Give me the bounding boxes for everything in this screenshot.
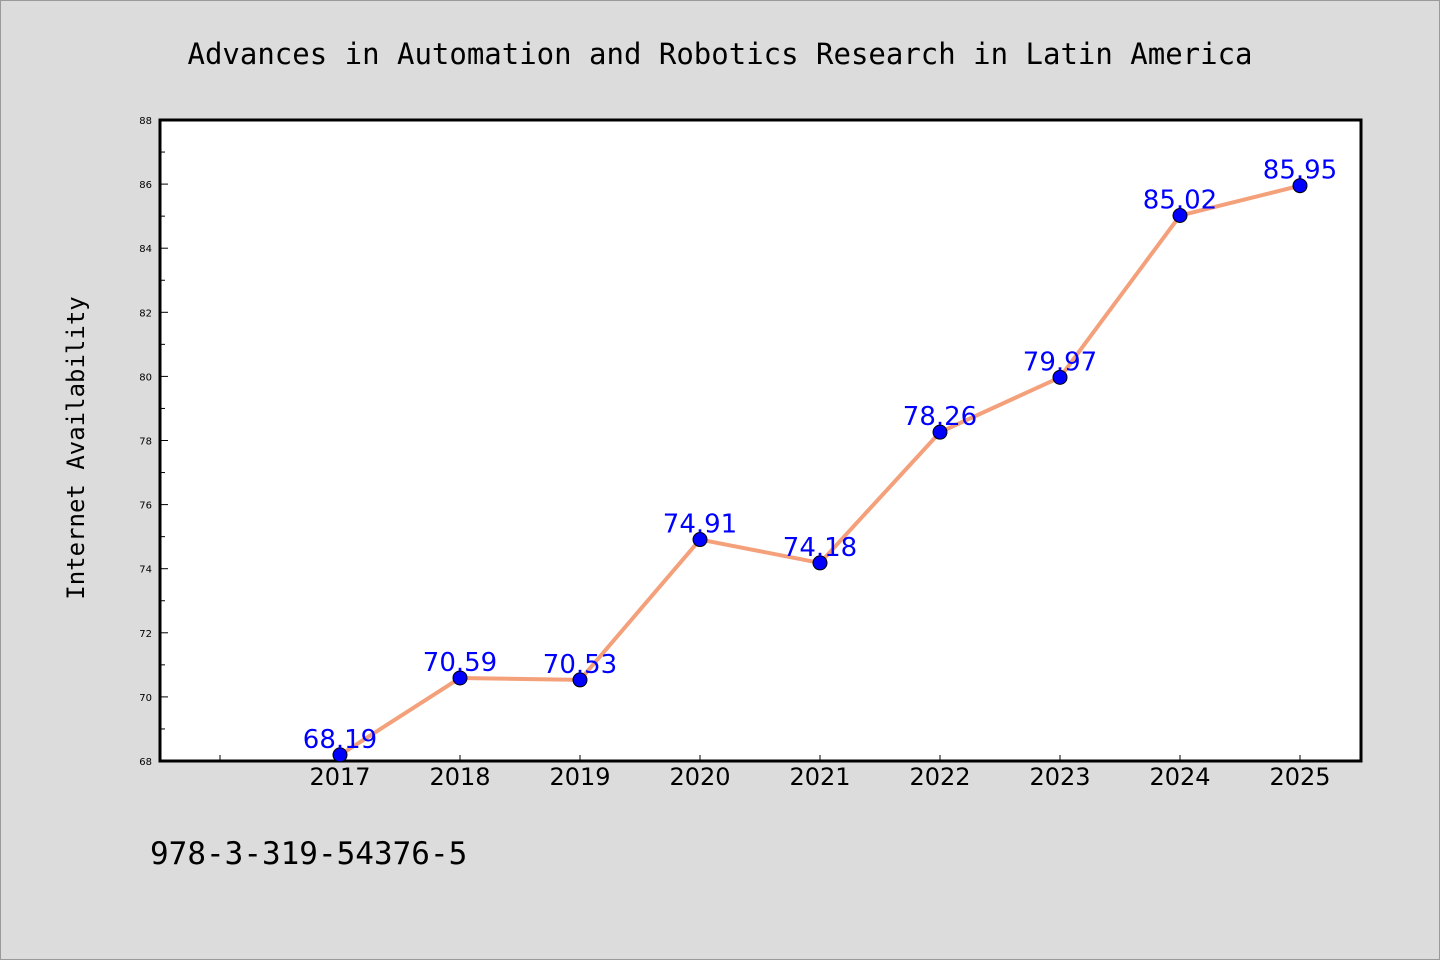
data-point — [932, 424, 948, 440]
x-tick-label: 2021 — [789, 763, 850, 791]
y-axis: 68 70 72 74 76 78 80 82 84 86 88 — [139, 116, 168, 768]
y-tick-label: 68 — [139, 757, 152, 768]
data-label: 70.53 — [543, 650, 617, 680]
y-tick-label: 70 — [139, 693, 152, 704]
data-label: 68.19 — [303, 725, 377, 755]
x-tick-label: 2025 — [1269, 763, 1330, 791]
data-point — [1052, 369, 1068, 385]
data-label: 85.02 — [1143, 186, 1217, 216]
x-tick-label: 2022 — [909, 763, 970, 791]
y-axis-label: Internet Availability — [62, 296, 90, 599]
x-axis: 2017 2018 2019 2020 2021 2022 2023 2024 2025 — [219, 755, 1331, 791]
data-label: 79.97 — [1023, 347, 1097, 377]
data-label: 78.26 — [903, 402, 977, 432]
data-point — [1292, 178, 1308, 194]
data-point — [452, 670, 468, 686]
data-point — [812, 555, 828, 571]
x-tick-label: 2017 — [309, 763, 370, 791]
x-tick-label: 2018 — [429, 763, 490, 791]
y-tick-label: 84 — [139, 244, 152, 255]
x-tick-label: 2020 — [669, 763, 730, 791]
y-tick-label: 80 — [139, 372, 152, 383]
x-tick-label: 2023 — [1029, 763, 1090, 791]
y-tick-label: 72 — [139, 629, 152, 640]
isbn-text: 978-3-319-54376-5 — [150, 836, 467, 872]
series-layer: 68.19 70.59 70.53 74.91 74.18 78.26 79.97 85.02… — [303, 156, 1337, 763]
chart-title: Advances in Automation and Robotics Rese… — [187, 37, 1252, 71]
y-tick-label: 76 — [139, 501, 152, 512]
y-tick-label: 78 — [139, 437, 152, 448]
data-label: 70.59 — [423, 648, 497, 678]
data-label: 74.91 — [663, 510, 737, 540]
data-point — [692, 532, 708, 548]
data-point — [572, 672, 588, 688]
data-point — [1172, 208, 1188, 224]
plot-area — [158, 118, 1363, 763]
x-tick-label: 2019 — [549, 763, 610, 791]
data-label: 74.18 — [783, 533, 857, 563]
y-tick-label: 88 — [139, 116, 152, 127]
y-tick-label: 74 — [139, 565, 152, 576]
y-tick-label: 82 — [139, 308, 152, 319]
x-tick-label: 2024 — [1149, 763, 1210, 791]
data-label: 85.95 — [1263, 156, 1337, 186]
data-point — [332, 747, 348, 763]
y-tick-label: 86 — [139, 180, 152, 191]
